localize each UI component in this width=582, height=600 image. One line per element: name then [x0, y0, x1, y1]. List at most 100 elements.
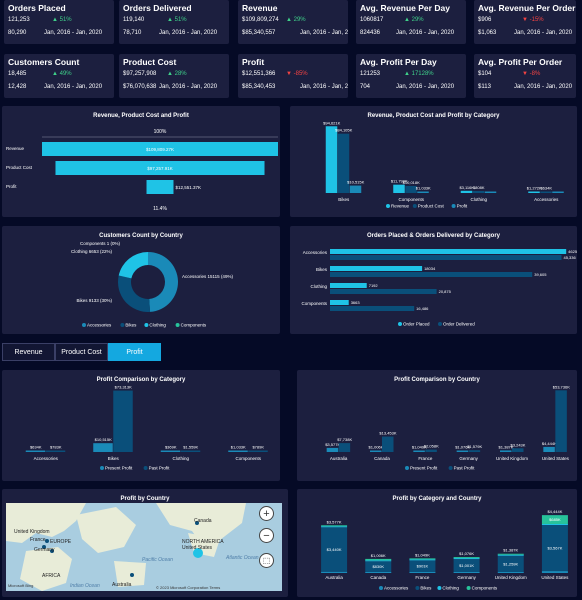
- kpi-delta: ▲ 29%: [404, 17, 424, 23]
- funnel-bar: [146, 180, 174, 194]
- segment-value-label: $1,001K: [459, 563, 474, 568]
- bar-profit: [417, 191, 429, 193]
- bar-present-profit: [543, 446, 555, 452]
- kpi-value: $906: [478, 17, 492, 23]
- legend-marker: [398, 322, 402, 326]
- category-tick-label: Clothing: [310, 284, 327, 289]
- kpi-value: $104: [478, 71, 492, 77]
- segment-value-label: $3,567K: [547, 546, 562, 551]
- kpi-range: Jan, 2016 - Jan, 2020: [514, 30, 573, 36]
- bar-order-placed: [330, 300, 349, 305]
- bar-present-profit: [228, 450, 248, 452]
- legend-marker: [415, 586, 420, 590]
- stack-segment: [541, 515, 568, 524]
- map-label-africa: AFRICA: [42, 573, 61, 579]
- bar-profit: [484, 191, 497, 193]
- kpi-value: 121,253: [8, 17, 30, 23]
- bar-value-label: $13,453K: [379, 431, 396, 436]
- funnel-category-label: Profit: [6, 184, 17, 189]
- stack-segment: [497, 572, 524, 573]
- legend-label: Present Profit: [410, 466, 438, 471]
- tab-profit[interactable]: Profit: [108, 343, 161, 361]
- zoom-out-icon[interactable]: −: [259, 528, 274, 543]
- kpi-previous: $85,340,453: [242, 84, 276, 90]
- stack-segment: [409, 558, 436, 560]
- bar-order-delivered: [330, 272, 533, 277]
- bar-past-profit: [113, 390, 133, 452]
- stack-segment: [365, 561, 392, 572]
- bar-value-label: $1,006K: [369, 445, 384, 450]
- legend-marker: [82, 323, 86, 327]
- funnel-category-label: Product Cost: [6, 165, 33, 170]
- profit-map[interactable]: United Kingdom France Germany EUROPE AFR…: [6, 503, 282, 591]
- stack-segment: [497, 553, 524, 555]
- bar-value-label: $73,313K: [115, 385, 132, 390]
- bar-value-label: $2,058K: [424, 444, 439, 449]
- map-label-uk: United Kingdom: [14, 529, 50, 535]
- category-tick-label: Australia: [330, 456, 348, 461]
- stack-segment: [365, 572, 392, 573]
- stack-total-label: $1,387K: [503, 548, 518, 553]
- kpi-value: 18,485: [8, 71, 27, 77]
- tab-product-cost[interactable]: Product Cost: [55, 343, 108, 361]
- map-label-pacific: Pacific Ocean: [142, 557, 173, 563]
- bar-value-label: 20,875: [439, 289, 452, 294]
- bar-value-label: $1,387K: [499, 444, 514, 449]
- bar-value-label: $3,116K: [459, 185, 474, 190]
- stack-total-label: $1,006K: [371, 553, 386, 558]
- kpi-previous: 704: [360, 84, 371, 90]
- kpi-card: Product Cost $97,257,908 ▲ 28% $76,070,63…: [119, 54, 229, 98]
- profit-country-panel: Profit Comparison by Country Australia $3…: [297, 370, 577, 481]
- legend-label: Present Profit: [105, 466, 133, 471]
- bar-revenue: [393, 184, 405, 193]
- stack-segment: [541, 524, 568, 572]
- bar-order-delivered: [330, 289, 437, 294]
- pie-slice-label: Clothing 6653 (22%): [71, 249, 113, 254]
- kpi-delta: ▲ 51%: [52, 17, 72, 23]
- kpi-card: Avg. Revenue Per Day 1060817 ▲ 29% 824436…: [356, 0, 466, 44]
- legend-marker: [386, 204, 390, 208]
- legend-marker: [438, 322, 442, 326]
- kpi-value: 119,140: [123, 17, 145, 23]
- funnel-bar: [42, 142, 278, 156]
- kpi-title: Product Cost: [123, 57, 177, 67]
- pie-slice-label: Accessories 15115 (49%): [182, 274, 233, 279]
- funnel-bottom-label: 11.4%: [153, 206, 167, 212]
- legend-label: Clothing: [149, 323, 166, 328]
- bar-present-profit: [25, 450, 46, 452]
- kpi-card: Avg. Revenue Per Order $906 ▼ -15% $1,063…: [474, 0, 576, 44]
- bar-product-cost: [540, 191, 552, 193]
- zoom-in-icon[interactable]: +: [259, 506, 274, 521]
- kpi-value: $109,809,274: [242, 17, 279, 23]
- category-tick-label: Canada: [374, 456, 390, 461]
- pie-slice: [118, 252, 148, 279]
- category-tick-label: Clothing: [470, 197, 487, 202]
- category-tick-label: Accessories: [303, 250, 328, 255]
- kpi-delta: ▲ 51%: [167, 17, 187, 23]
- stack-total-label: $3,577K: [327, 519, 342, 524]
- bar-present-profit: [370, 450, 382, 452]
- category-tick-label: France: [415, 575, 430, 580]
- pie-slice: [148, 252, 179, 312]
- stack-segment: [409, 560, 436, 572]
- kpi-title: Customers Count: [8, 57, 80, 67]
- bar-value-label: $1,272K: [527, 186, 542, 191]
- bar-product-cost: [405, 185, 417, 193]
- bar-value-label: $789K: [252, 445, 264, 450]
- bar-profit: [552, 191, 564, 193]
- funnel-bar: [55, 161, 265, 175]
- tab-revenue[interactable]: Revenue: [2, 343, 55, 361]
- bar-value-label: 3663: [351, 300, 361, 305]
- kpi-previous: 12,428: [8, 84, 27, 90]
- bar-present-profit: [456, 450, 469, 452]
- category-rcp-title: Revenue, Product Cost and Profit by Cate…: [367, 113, 500, 119]
- bar-value-label: $1,559K: [183, 445, 198, 450]
- select-tool-icon[interactable]: ⬚: [259, 553, 274, 568]
- kpi-title: Revenue: [242, 3, 278, 13]
- map-label-europe: EUROPE: [50, 539, 72, 545]
- category-tick-label: Bikes: [316, 267, 328, 272]
- segment-value-label: $830K: [372, 564, 384, 569]
- bar-value-label: $1,049K: [412, 445, 427, 450]
- bar-revenue: [460, 190, 473, 193]
